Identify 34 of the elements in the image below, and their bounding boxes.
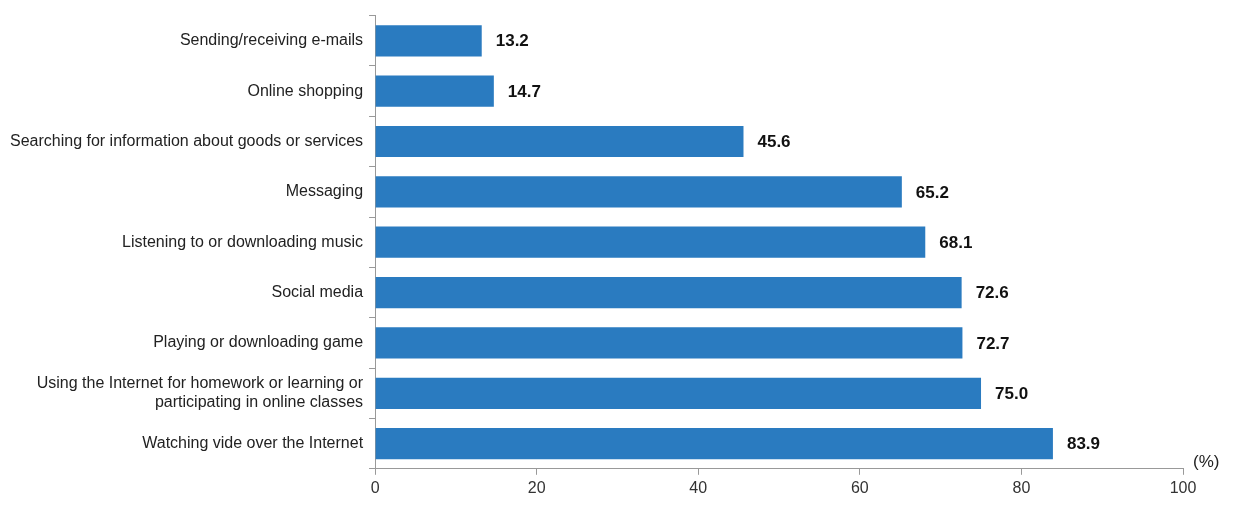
data-label: 45.6 — [757, 132, 791, 152]
y-tick-label: Sending/receiving e-mails — [179, 31, 364, 49]
data-label: 68.1 — [939, 232, 973, 252]
x-tick-label: 60 — [850, 478, 869, 496]
bar — [375, 125, 744, 158]
y-tick-label: Playing or downloading game — [153, 333, 364, 351]
y-tick-label: Listening to or downloading music — [122, 232, 364, 250]
y-tick-label: Using the Internet for homework or learning or participating in online classes — [36, 374, 364, 411]
bar — [375, 226, 926, 258]
data-label: 72.6 — [975, 283, 1009, 303]
data-label: 65.2 — [915, 182, 949, 202]
bar — [375, 276, 962, 309]
data-label: 83.9 — [1066, 434, 1101, 454]
y-tick-label: Messaging — [285, 182, 364, 200]
y-tick-label: Social media — [271, 282, 364, 300]
data-label: 13.2 — [495, 31, 529, 51]
x-tick-label: 40 — [689, 478, 708, 496]
bar — [375, 327, 963, 359]
x-tick-label: 0 — [370, 478, 380, 496]
data-label: 75.0 — [995, 383, 1029, 403]
x-axis-title: (%) — [1193, 451, 1220, 471]
data-label: 14.7 — [507, 81, 541, 101]
x-tick-label: 20 — [527, 478, 546, 496]
y-tick-label: Online shopping — [247, 81, 364, 99]
y-tick-label: Watching vide over the Internet — [142, 434, 364, 452]
bar — [375, 428, 1053, 460]
bar — [375, 75, 494, 107]
bar — [375, 25, 482, 57]
x-tick-label: 80 — [1012, 478, 1031, 496]
x-tick-label: 100 — [1169, 478, 1197, 496]
bar — [375, 377, 982, 409]
data-label: 72.7 — [976, 333, 1010, 353]
y-tick-label: Searching for information about goods or services — [10, 131, 364, 149]
bar — [375, 176, 902, 208]
